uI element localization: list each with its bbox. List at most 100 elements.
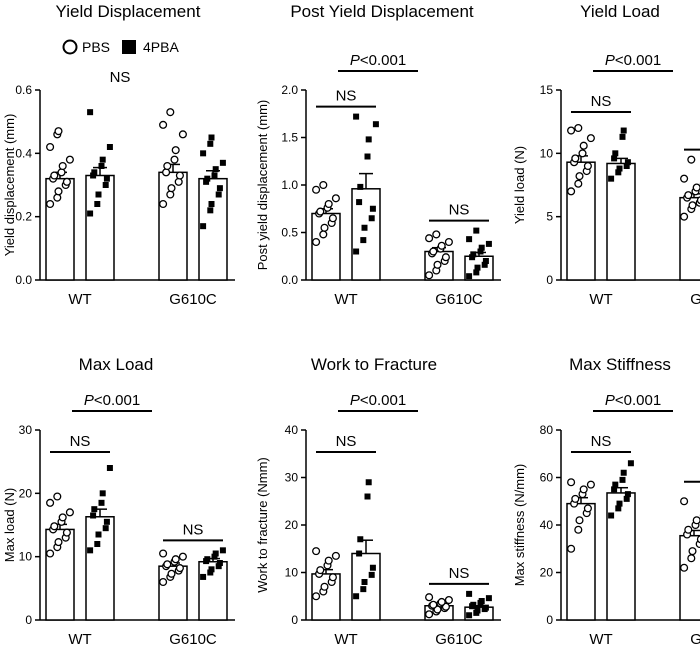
data-point [474,264,481,271]
data-point [320,223,329,232]
data-point [567,544,576,553]
data-point [58,513,67,522]
data-point [219,159,226,166]
data-point [207,140,214,147]
data-point [163,560,172,569]
data-point [616,500,623,507]
panel-1: Yield Displacement 0.0 0.2 0.4 0.6 Yield disp… [2,2,235,308]
y-tick-label: 5 [546,210,553,224]
data-point [482,604,489,611]
data-point [623,495,630,502]
data-point [624,491,631,498]
y-tick-label: 0 [291,613,298,627]
data-point [485,240,492,247]
data-point [470,601,477,608]
data-point [481,261,488,268]
data-point [466,273,473,280]
y-tick-label: 2.0 [281,83,298,97]
data-point [611,155,618,162]
y-tick-label: 40 [285,423,299,437]
data-point [328,573,337,582]
data-point [583,161,592,171]
annotation-p-value: P<0.001 [84,392,140,409]
y-tick-label: 0 [25,613,32,627]
data-point [200,223,207,230]
data-point [175,564,184,573]
annotation-p-value: P<0.001 [350,392,406,409]
data-point [608,512,615,519]
data-point [200,150,207,157]
data-point [611,486,618,493]
data-point [360,237,367,244]
data-point [87,547,94,554]
data-point [356,199,363,206]
data-point [680,563,689,572]
data-point [571,494,580,503]
data-point [312,592,321,601]
data-point [356,550,363,557]
annotation-p-value: P<0.001 [350,52,406,69]
data-point [99,156,106,163]
data-point [62,177,71,186]
panel-title: Yield Load [580,2,660,21]
data-point [54,187,63,196]
data-point [106,465,113,471]
data-point [692,183,700,192]
y-tick-label: 60 [540,471,554,485]
data-point [167,569,176,578]
data-point [159,199,168,209]
y-axis-label: Yield displacement (mm) [2,114,17,257]
y-axis-label: Max stiffness (N/mm) [512,464,527,587]
legend-label-pbs: PBS [82,39,110,55]
data-point [684,525,693,534]
y-tick-label: 0.0 [15,273,32,287]
data-point [620,127,627,134]
panel-title: Max Load [79,355,154,374]
data-point [574,525,583,534]
data-point [90,172,97,179]
data-point [95,191,102,198]
data-point [619,133,626,140]
y-tick-label: 0.0 [281,273,298,287]
data-point [688,547,697,556]
data-point [368,215,375,222]
x-tick-label: G610C [169,291,217,308]
data-point [46,142,55,152]
legend: PBS 4PBA [62,39,179,55]
data-point [166,190,175,199]
data-point [208,134,215,141]
data-point [178,130,187,139]
data-point [425,271,434,280]
data-point [615,505,622,512]
y-tick-label: 10 [285,566,299,580]
data-point [170,155,179,164]
bar [311,212,341,281]
y-tick-label: 10 [540,146,554,160]
data-point [98,163,105,169]
data-point [579,141,588,150]
data-point [90,512,97,519]
data-point [212,166,219,173]
data-point [98,499,105,506]
data-point [432,230,441,239]
y-tick-label: 20 [19,486,33,500]
data-point [466,236,473,243]
annotation-ns: NS [70,433,91,450]
data-point [65,508,74,517]
p-threshold: <0.001 [360,52,406,69]
data-point [623,163,630,169]
data-point [680,497,689,506]
panel-title: Max Stiffness [569,355,671,374]
data-point [159,120,168,129]
p-symbol: P [350,52,360,69]
data-point [696,535,700,544]
data-point [207,207,214,214]
data-point [216,560,223,566]
data-point [437,241,446,250]
data-point [680,212,689,221]
data-point [473,227,480,234]
data-point [680,174,689,183]
data-point [575,516,584,525]
y-tick-label: 20 [540,566,554,580]
